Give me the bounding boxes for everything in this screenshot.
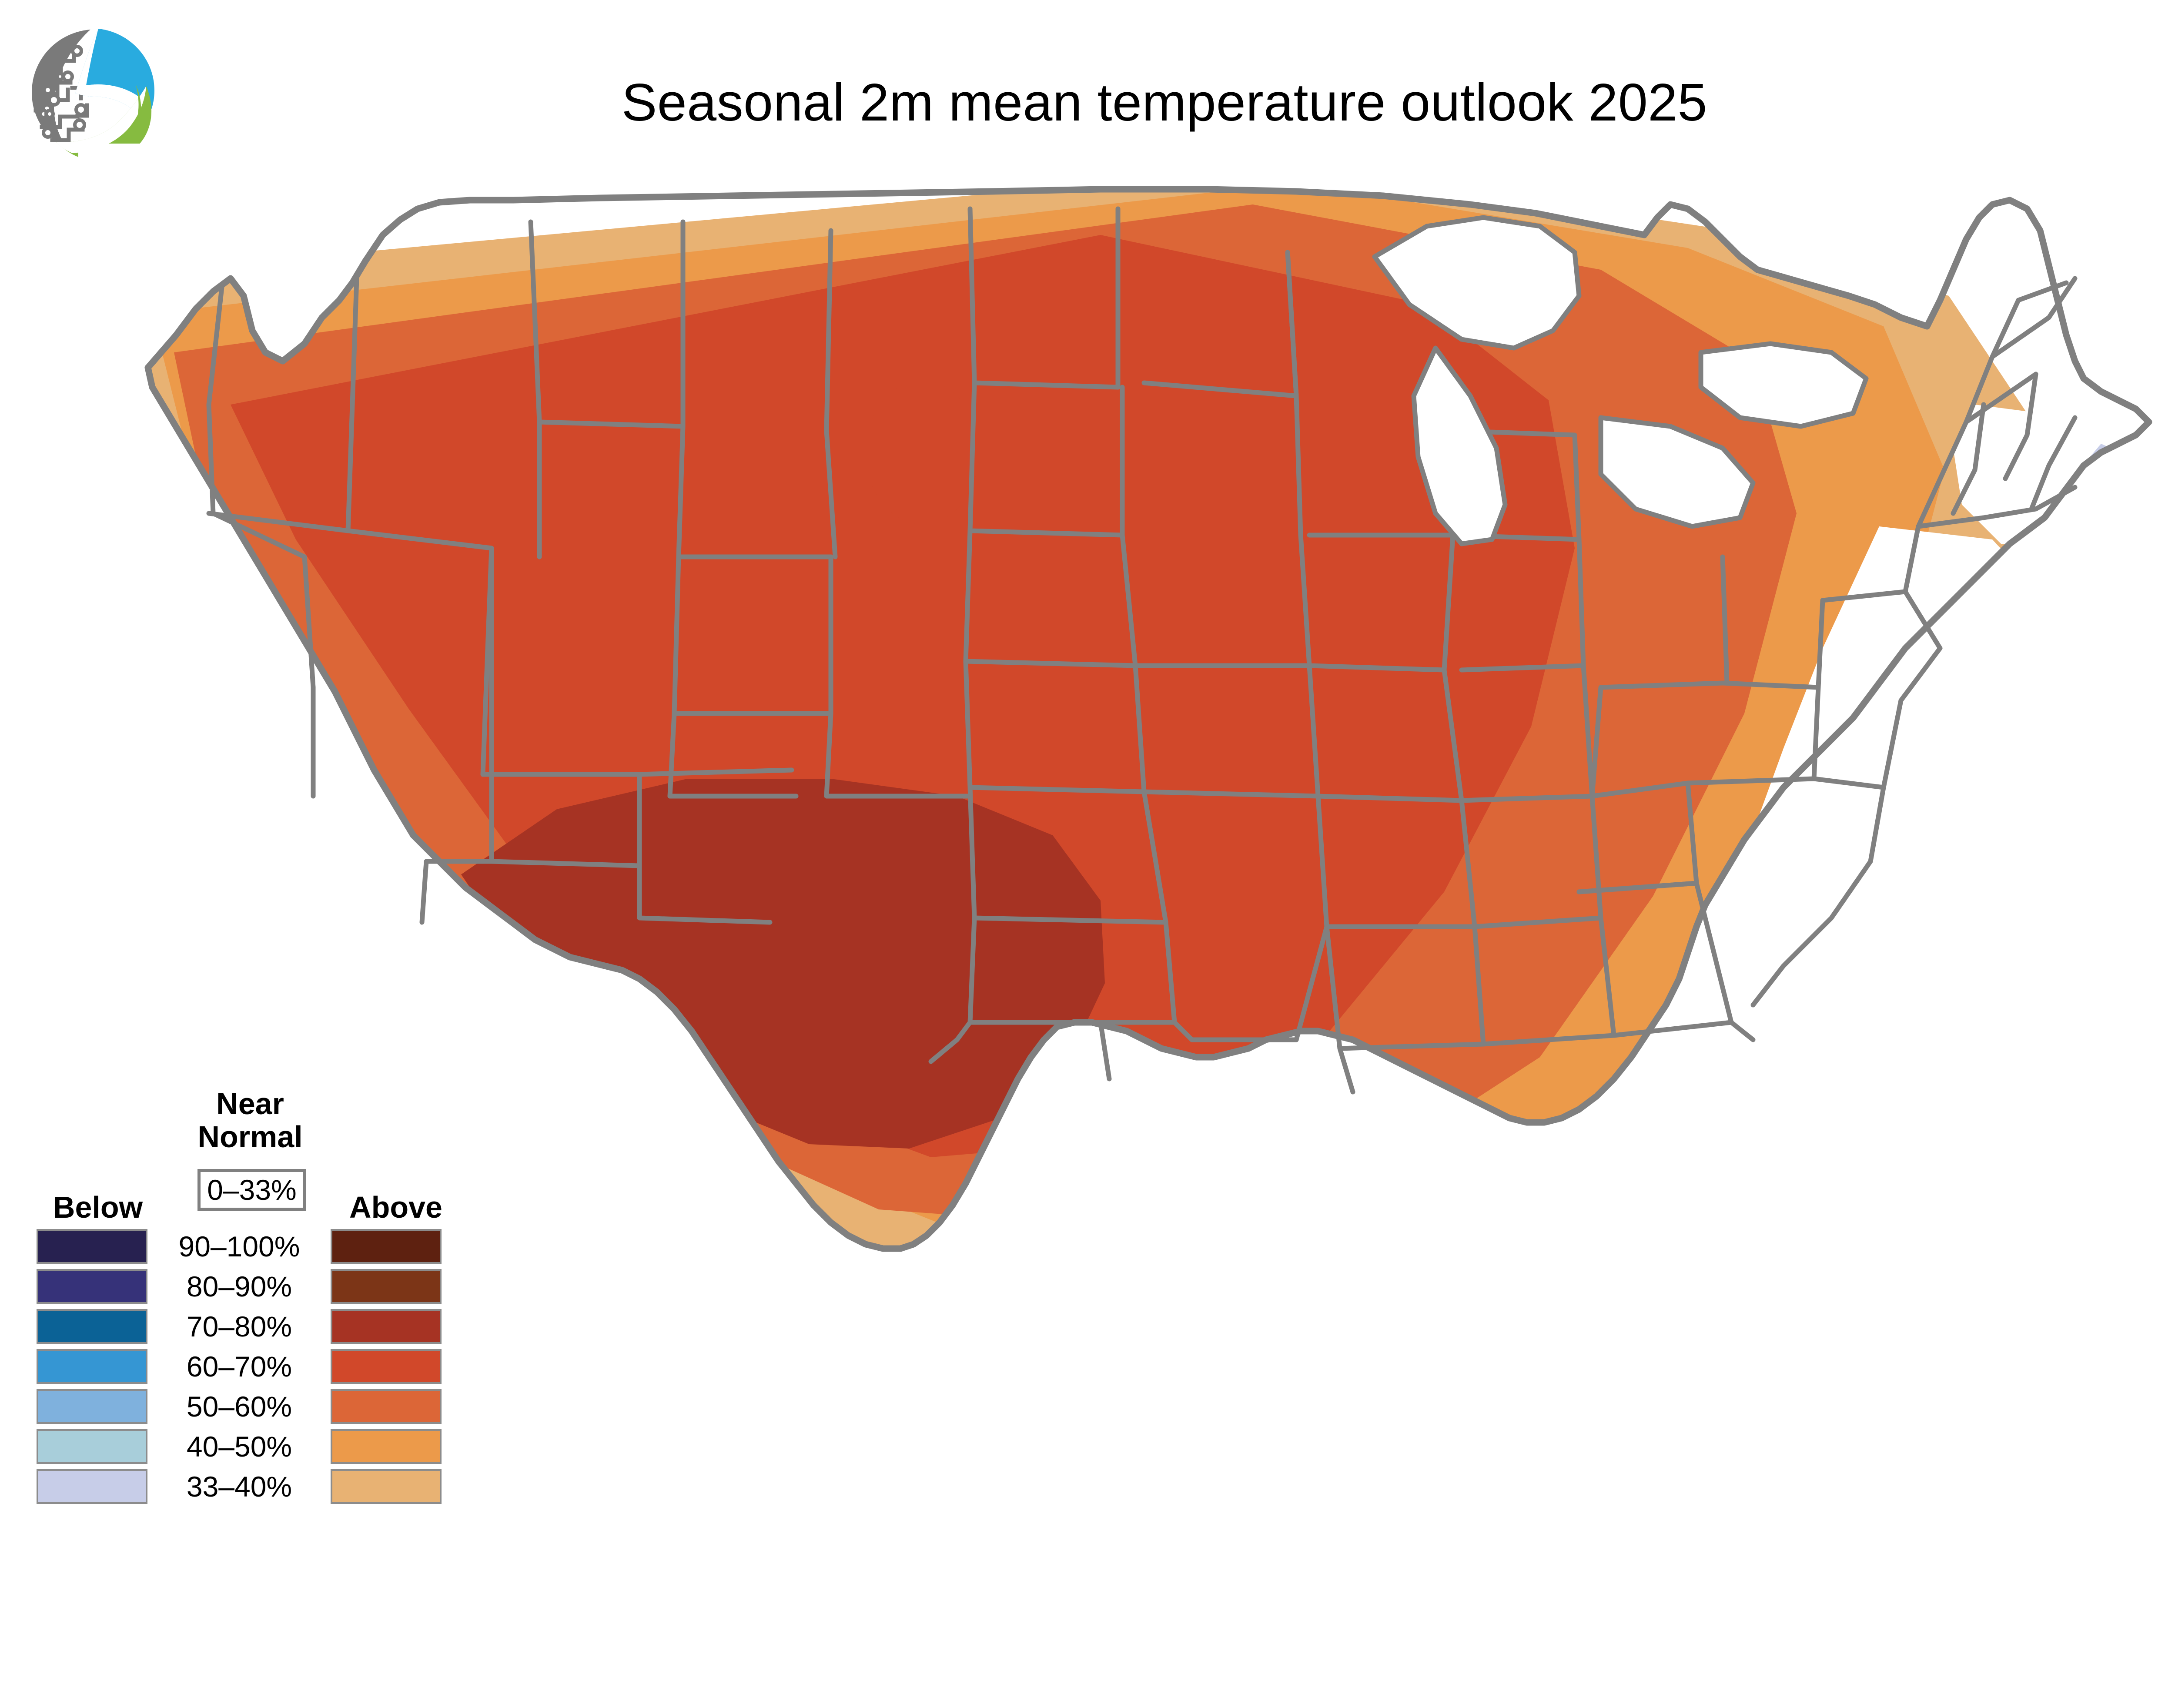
legend-row: 80–90%: [26, 1269, 474, 1304]
legend-swatch-below: [37, 1469, 147, 1504]
legend-above-title: Above: [349, 1190, 442, 1224]
legend-row: 90–100%: [26, 1229, 474, 1264]
legend-near-normal-title-line2: Normal: [197, 1119, 303, 1154]
legend-swatch-above: [331, 1229, 442, 1264]
legend-swatch-above: [331, 1349, 442, 1384]
legend-swatch-above: [331, 1269, 442, 1304]
legend-swatch-below: [37, 1389, 147, 1424]
legend-rows: 90–100% 80–90% 70–80% 60–70% 50–60% 40–50% 33–…: [26, 1229, 474, 1509]
legend-row: 40–50%: [26, 1429, 474, 1464]
organization-logo: [17, 13, 170, 163]
legend-row: 50–60%: [26, 1389, 474, 1424]
map-blob-above-60-70-dakotas: [866, 381, 979, 524]
legend-swatch-above: [331, 1429, 442, 1464]
legend-probability-label: 33–40%: [186, 1470, 292, 1503]
legend-near-normal-title: Near Normal: [157, 1087, 344, 1154]
map-band-above-60-70: [231, 235, 1575, 1157]
legend-probability-label: 50–60%: [186, 1390, 292, 1423]
map-legend: Near Normal 0–33% Below Above 90–100% 80–…: [26, 1079, 474, 1697]
legend-below-title: Below: [53, 1190, 143, 1224]
page-title: Seasonal 2m mean temperature outlook 202…: [622, 73, 1707, 132]
conus-outlook-map[interactable]: [78, 144, 2175, 1492]
globe-circuit-icon: [32, 30, 94, 151]
globe-leaf-droplet-icon: [32, 29, 154, 161]
legend-row: 60–70%: [26, 1349, 474, 1384]
legend-row: 33–40%: [26, 1469, 474, 1504]
legend-swatch-below: [37, 1229, 147, 1264]
state-borders: [144, 186, 2152, 1252]
legend-near-normal-title-line1: Near: [216, 1087, 284, 1121]
legend-probability-label: 60–70%: [186, 1350, 292, 1383]
legend-probability-label: 40–50%: [186, 1430, 292, 1463]
legend-row: 70–80%: [26, 1309, 474, 1344]
legend-swatch-above: [331, 1389, 442, 1424]
legend-probability-label: 80–90%: [186, 1270, 292, 1303]
legend-swatch-below: [37, 1269, 147, 1304]
legend-swatch-above: [331, 1309, 442, 1344]
legend-probability-label: 90–100%: [178, 1230, 300, 1263]
legend-probability-label: 70–80%: [186, 1310, 292, 1343]
legend-swatch-above: [331, 1469, 442, 1504]
map-container[interactable]: [78, 144, 2175, 1492]
map-band-above-70-80: [461, 779, 1105, 1149]
legend-swatch-below: [37, 1429, 147, 1464]
legend-near-normal-value-box: 0–33%: [197, 1169, 306, 1211]
legend-swatch-below: [37, 1309, 147, 1344]
legend-swatch-below: [37, 1349, 147, 1384]
